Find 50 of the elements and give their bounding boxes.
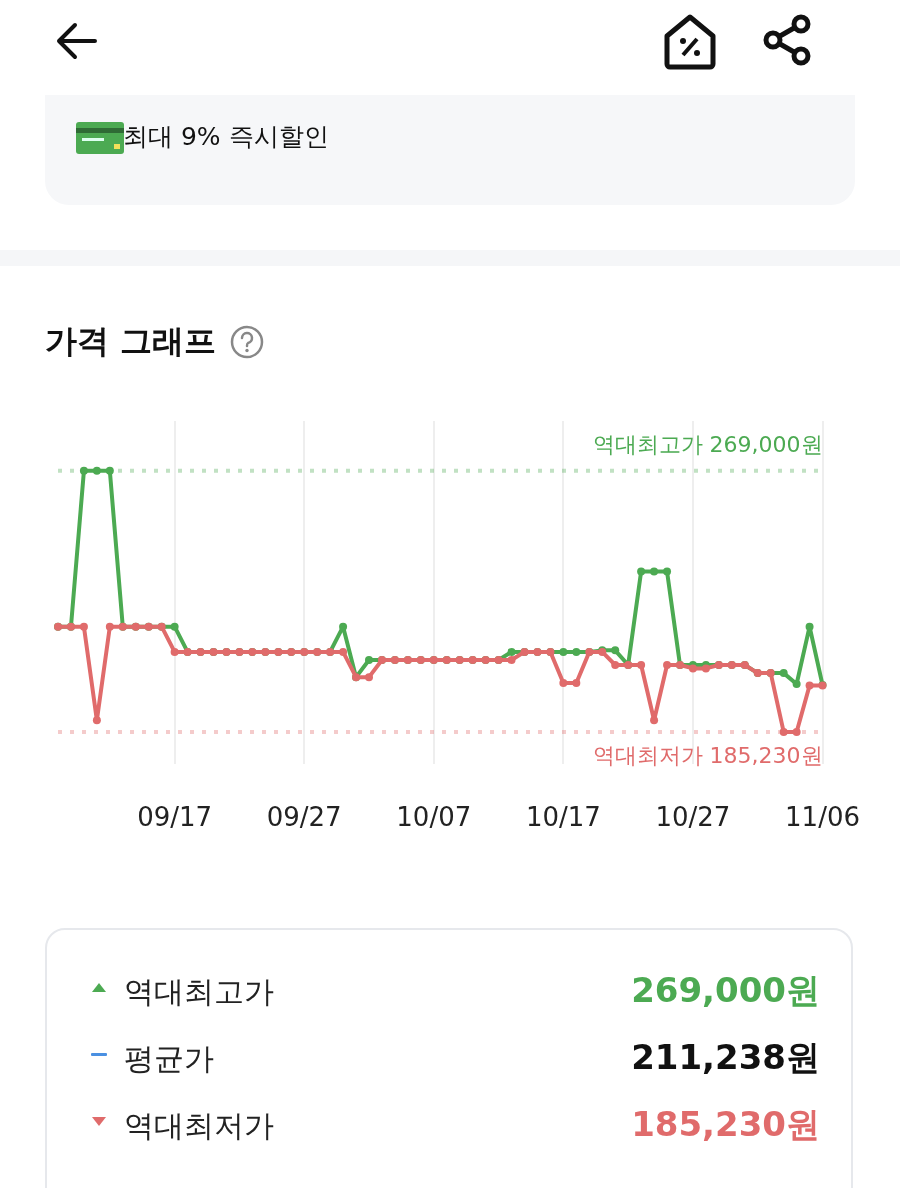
point [559, 647, 568, 656]
x-tick-label: 10/17 [525, 802, 601, 833]
text: 평균가 [124, 1040, 214, 1078]
point [92, 716, 101, 725]
point [339, 622, 348, 631]
point [663, 567, 672, 576]
x-tick-label: 11/06 [785, 802, 860, 833]
point [805, 681, 814, 690]
ref-line-label: 역대최저가 185,230원 [592, 742, 823, 768]
point [663, 661, 672, 670]
point [688, 664, 697, 673]
x-tick-label: 09/27 [266, 802, 342, 833]
point [650, 567, 659, 576]
point [572, 679, 581, 688]
x-tick-label: 10/27 [655, 802, 731, 833]
point [507, 656, 516, 665]
text: 211,238원 [631, 1036, 820, 1079]
point [779, 669, 788, 678]
point [805, 622, 814, 631]
point [365, 673, 373, 682]
point [339, 647, 348, 656]
point [701, 664, 710, 673]
point [559, 679, 568, 688]
ref-line-label: 역대최고가 269,000원 [592, 431, 823, 457]
text: 역대최고가 [124, 973, 274, 1011]
point [637, 661, 646, 670]
text: 269,000원 [631, 969, 820, 1012]
point [365, 656, 373, 665]
point [792, 727, 801, 736]
point [79, 622, 88, 631]
point [572, 647, 581, 656]
point [792, 680, 801, 689]
point [611, 646, 620, 655]
text: 역대최저가 [124, 1107, 274, 1145]
point [650, 716, 659, 725]
point [170, 647, 179, 656]
point [92, 466, 101, 475]
point [507, 647, 516, 656]
point [637, 567, 646, 576]
point [611, 661, 620, 670]
point [79, 466, 88, 475]
text: 185,230원 [631, 1103, 820, 1146]
x-tick-label: 09/17 [137, 802, 213, 833]
point [105, 622, 114, 631]
text: 최대 9% 즉시할인 [123, 121, 329, 153]
point [170, 622, 179, 631]
chart-title: 가격 그래프 [45, 321, 217, 362]
point [105, 466, 114, 475]
point [779, 727, 788, 736]
x-tick-label: 10/07 [396, 802, 472, 833]
